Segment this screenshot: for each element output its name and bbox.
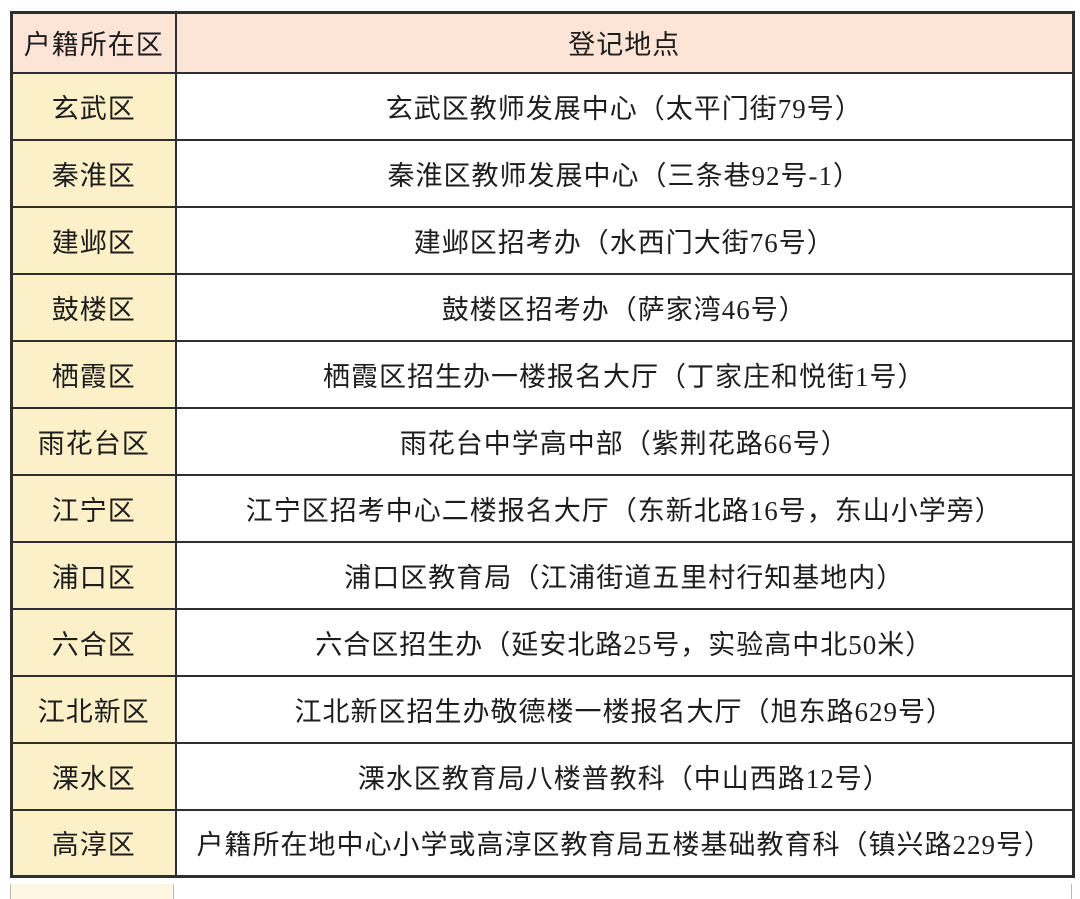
district-cell: 浦口区	[10, 540, 177, 610]
district-cell: 建邺区	[10, 205, 177, 275]
location-cell: 江北新区招生办敬德楼一楼报名大厅（旭东路629号）	[174, 674, 1075, 744]
cutoff-next-row-sliver	[10, 884, 1072, 899]
location-cell: 户籍所在地中心小学或高淳区教育局五楼基础教育科（镇兴路229号）	[174, 808, 1075, 878]
district-cell: 江北新区	[10, 674, 177, 744]
table-row: 江宁区 江宁区招考中心二楼报名大厅（东新北路16号，东山小学旁）	[10, 473, 1075, 543]
district-cell: 六合区	[10, 607, 177, 677]
district-cell: 高淳区	[10, 808, 177, 878]
location-cell: 浦口区教育局（江浦街道五里村行知基地内）	[174, 540, 1075, 610]
table-row: 浦口区 浦口区教育局（江浦街道五里村行知基地内）	[10, 540, 1075, 610]
table-row: 玄武区 玄武区教师发展中心（太平门街79号）	[10, 71, 1075, 141]
location-cell: 溧水区教育局八楼普教科（中山西路12号）	[174, 741, 1075, 811]
district-cell: 雨花台区	[10, 406, 177, 476]
table-row: 栖霞区 栖霞区招生办一楼报名大厅（丁家庄和悦街1号）	[10, 339, 1075, 409]
registration-locations-table: 户籍所在区 登记地点 玄武区 玄武区教师发展中心（太平门街79号） 秦淮区 秦淮…	[10, 11, 1075, 878]
table-row: 雨花台区 雨花台中学高中部（紫荆花路66号）	[10, 406, 1075, 476]
location-cell: 建邺区招考办（水西门大街76号）	[174, 205, 1075, 275]
table-header-row: 户籍所在区 登记地点	[10, 11, 1075, 74]
district-cell: 江宁区	[10, 473, 177, 543]
table-row: 鼓楼区 鼓楼区招考办（萨家湾46号）	[10, 272, 1075, 342]
district-cell: 鼓楼区	[10, 272, 177, 342]
location-cell: 栖霞区招生办一楼报名大厅（丁家庄和悦街1号）	[174, 339, 1075, 409]
table-row: 秦淮区 秦淮区教师发展中心（三条巷92号-1）	[10, 138, 1075, 208]
table-row: 溧水区 溧水区教育局八楼普教科（中山西路12号）	[10, 741, 1075, 811]
location-cell: 鼓楼区招考办（萨家湾46号）	[174, 272, 1075, 342]
table-row: 江北新区 江北新区招生办敬德楼一楼报名大厅（旭东路629号）	[10, 674, 1075, 744]
district-cell: 秦淮区	[10, 138, 177, 208]
header-location: 登记地点	[174, 11, 1075, 74]
district-cell: 溧水区	[10, 741, 177, 811]
table-row: 建邺区 建邺区招考办（水西门大街76号）	[10, 205, 1075, 275]
table-row: 六合区 六合区招生办（延安北路25号，实验高中北50米）	[10, 607, 1075, 677]
location-cell: 玄武区教师发展中心（太平门街79号）	[174, 71, 1075, 141]
header-district: 户籍所在区	[10, 11, 177, 74]
cutoff-district-cell	[10, 884, 174, 899]
district-cell: 玄武区	[10, 71, 177, 141]
table-row: 高淳区 户籍所在地中心小学或高淳区教育局五楼基础教育科（镇兴路229号）	[10, 808, 1075, 878]
location-cell: 江宁区招考中心二楼报名大厅（东新北路16号，东山小学旁）	[174, 473, 1075, 543]
cutoff-location-cell	[174, 884, 1072, 899]
district-cell: 栖霞区	[10, 339, 177, 409]
location-cell: 秦淮区教师发展中心（三条巷92号-1）	[174, 138, 1075, 208]
location-cell: 六合区招生办（延安北路25号，实验高中北50米）	[174, 607, 1075, 677]
location-cell: 雨花台中学高中部（紫荆花路66号）	[174, 406, 1075, 476]
